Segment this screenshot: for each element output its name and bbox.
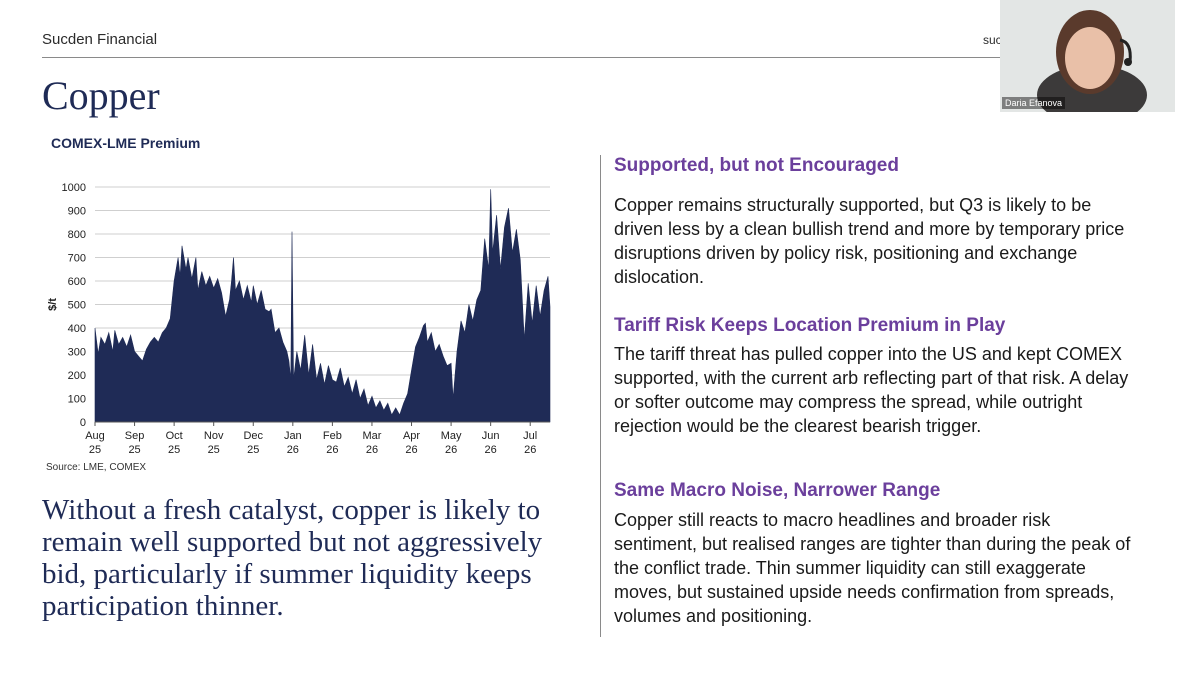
chart-source: Source: LME, COMEX [46, 462, 147, 473]
x-tick-year-label: 25 [247, 444, 259, 456]
y-tick-label: 800 [68, 229, 86, 241]
x-tick-year-label: 26 [287, 444, 299, 456]
header-rule [42, 57, 1002, 58]
x-tick-year-label: 26 [524, 444, 536, 456]
x-tick-year-label: 26 [405, 444, 417, 456]
presenter-name: Daria Efanova [1002, 97, 1066, 109]
x-tick-year-label: 26 [326, 444, 338, 456]
webcam-overlay: Daria Efanova [1000, 0, 1175, 112]
x-tick-year-label: 25 [208, 444, 220, 456]
y-tick-label: 500 [68, 300, 86, 312]
premium-area-series [94, 189, 551, 423]
page-title: Copper [42, 73, 160, 118]
x-tick-month-label: Jul [523, 430, 537, 442]
x-tick-month-label: May [441, 430, 462, 442]
x-tick-month-label: Jun [482, 430, 500, 442]
x-tick-month-label: Jan [284, 430, 302, 442]
header-brand: Sucden Financial [42, 31, 158, 48]
x-tick-month-label: Dec [243, 430, 263, 442]
x-tick-year-label: 26 [366, 444, 378, 456]
x-tick-month-label: Nov [204, 430, 224, 442]
y-tick-label: 700 [68, 253, 86, 265]
x-tick-month-label: Feb [323, 430, 342, 442]
y-tick-label: 400 [68, 323, 86, 335]
x-tick-year-label: 26 [445, 444, 457, 456]
x-tick-month-label: Sep [125, 430, 145, 442]
y-tick-label: 600 [68, 276, 86, 288]
x-tick-month-label: Mar [362, 430, 381, 442]
x-tick-month-label: Aug [85, 430, 105, 442]
x-tick-month-label: Oct [166, 430, 183, 442]
presenter-video [1000, 0, 1175, 112]
x-tick-month-label: Apr [403, 430, 420, 442]
y-tick-label: 200 [68, 370, 86, 382]
x-tick-year-label: 26 [485, 444, 497, 456]
y-tick-label: 300 [68, 347, 86, 359]
header-brand-right: suc [983, 33, 1002, 47]
y-tick-label: 100 [68, 394, 86, 406]
premium-chart: 0 100 200 300 400 500 600 700 800 900 1000 Aug 25 Sep… [47, 182, 551, 456]
column-divider [600, 155, 601, 637]
y-tick-label: 900 [68, 206, 86, 218]
chart-title: COMEX-LME Premium [51, 135, 201, 151]
y-axis-label: $/t [47, 298, 59, 311]
section-body-macro: Copper still reacts to macro headlines a… [614, 510, 1131, 626]
section-heading-macro: Same Macro Noise, Narrower Range [614, 480, 941, 501]
section-heading-tariff: Tariff Risk Keeps Location Premium in Pl… [614, 315, 1006, 336]
summary-text: Without a fresh catalyst, copper is like… [42, 494, 543, 622]
x-tick-year-label: 25 [89, 444, 101, 456]
y-tick-label: 1000 [62, 182, 86, 194]
section-heading-supported: Supported, but not Encouraged [614, 155, 899, 176]
x-tick-year-label: 25 [128, 444, 140, 456]
x-tick-year-label: 25 [168, 444, 180, 456]
y-tick-label: 0 [80, 417, 86, 429]
section-body-supported: Copper remains structurally supported, b… [614, 195, 1125, 287]
section-body-tariff: The tariff threat has pulled copper into… [614, 344, 1129, 436]
